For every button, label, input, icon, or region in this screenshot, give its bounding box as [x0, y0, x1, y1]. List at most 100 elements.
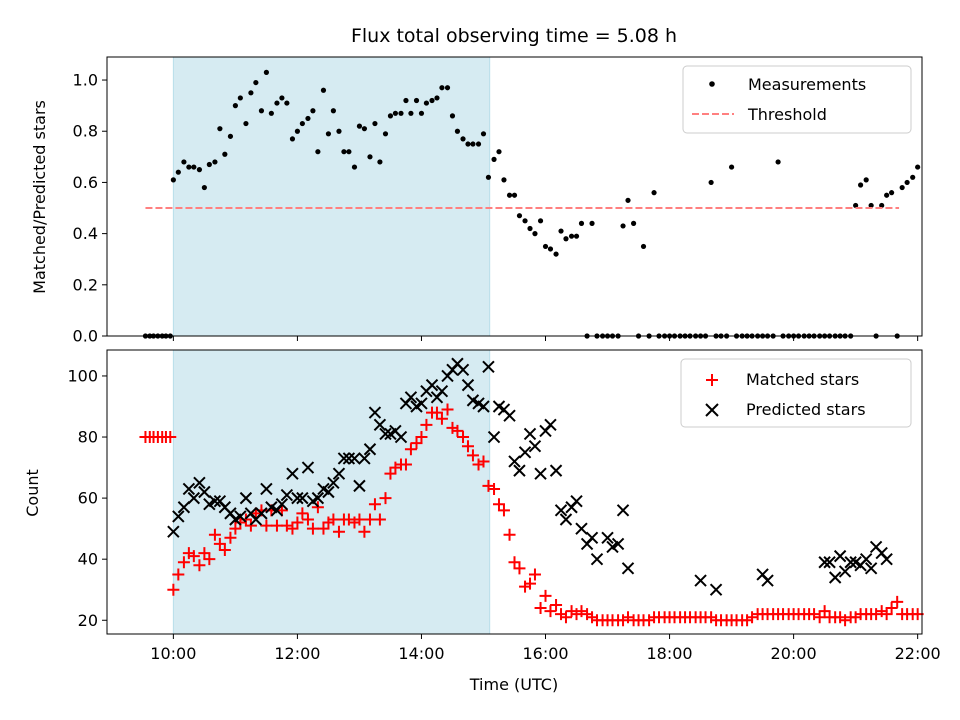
- x-tick-label: 12:00: [274, 644, 320, 663]
- matched-star-point: [229, 522, 242, 535]
- matched-star-point: [239, 513, 252, 526]
- measurement-point: [444, 85, 451, 91]
- matched-star-point: [311, 501, 324, 514]
- measurement-point: [325, 131, 332, 137]
- measurement-point: [625, 197, 631, 203]
- matched-star-point: [296, 507, 309, 520]
- y-tick-label: 0.2: [73, 275, 98, 294]
- measurement-point: [475, 141, 482, 147]
- top-y-ticks: 0.0 0.2 0.4 0.6 0.8 1.0: [73, 71, 107, 346]
- predicted-star-point: [327, 476, 340, 490]
- predicted-star-point: [301, 461, 315, 474]
- predicted-star-point: [601, 531, 614, 545]
- predicted-star-point: [280, 488, 294, 502]
- measurement-point: [212, 159, 218, 165]
- matched-star-point: [260, 519, 273, 532]
- matched-star-point: [379, 492, 392, 505]
- measurement-point: [227, 133, 234, 139]
- measurement-point: [201, 184, 207, 191]
- y-tick-label: 0.0: [73, 327, 98, 346]
- matched-star-point: [550, 598, 563, 611]
- bottom-y-axis-label: Count: [23, 469, 42, 517]
- top-axes-frame: [106, 56, 923, 337]
- measurement-point: [429, 97, 435, 104]
- predicted-star-point: [833, 549, 847, 563]
- legend-measurements-label: Measurements: [748, 75, 866, 94]
- measurement-point: [527, 225, 533, 232]
- measurement-point: [910, 174, 916, 180]
- predicted-star-point: [534, 467, 547, 480]
- x-tick-label: 14:00: [398, 644, 444, 663]
- predicted-star-point: [167, 525, 180, 538]
- top-shaded-span: [172, 56, 491, 337]
- predicted-star-point: [523, 427, 537, 441]
- matched-star-point: [488, 482, 501, 495]
- y-tick-label: 0.6: [73, 173, 98, 192]
- predicted-star-point: [187, 491, 201, 505]
- legend-predicted-marker: [705, 403, 719, 417]
- predicted-star-point: [828, 571, 842, 584]
- predicted-star-point: [208, 494, 222, 508]
- matched-star-point: [410, 437, 423, 450]
- predicted-star-point: [549, 464, 563, 477]
- matched-star-point: [508, 556, 521, 569]
- measurement-point: [392, 110, 399, 116]
- predicted-star-point: [575, 522, 588, 535]
- predicted-star-point: [255, 507, 268, 520]
- measurement-point: [439, 85, 445, 91]
- predicted-star-point: [296, 491, 309, 505]
- measurement-point: [522, 218, 528, 224]
- chart-title: Flux total observing time = 5.08 h: [351, 25, 677, 47]
- predicted-star-point: [544, 418, 557, 432]
- predicted-star-point: [864, 562, 878, 575]
- matched-star-point: [818, 605, 831, 618]
- measurement-point: [708, 179, 714, 186]
- measurement-point: [418, 110, 425, 116]
- legend-matched-label: Matched stars: [746, 370, 859, 389]
- measurement-point: [299, 120, 305, 127]
- predicted-star-point: [348, 452, 361, 465]
- matched-star-point: [213, 537, 226, 550]
- measurement-point: [222, 151, 228, 157]
- measurement-point: [853, 202, 859, 209]
- measurement-point: [863, 177, 869, 183]
- predicted-star-point: [358, 452, 371, 465]
- predicted-star-point: [616, 504, 630, 517]
- measurement-point: [320, 87, 327, 93]
- measurement-point: [253, 79, 259, 86]
- measurement-point: [279, 95, 285, 101]
- matched-star-point: [891, 595, 904, 608]
- matched-star-point: [539, 589, 552, 602]
- measurement-point: [480, 131, 487, 137]
- matched-star-point: [244, 519, 257, 532]
- bottom-panel: 20 40 60 80 100 10:00 12:00 14:00 16:00 18:00 20:…: [23, 349, 941, 694]
- measurement-point: [532, 231, 538, 237]
- measurement-point: [403, 97, 409, 104]
- predicted-star-point: [559, 513, 573, 526]
- matched-star-point: [332, 525, 345, 538]
- predicted-star-point: [291, 491, 304, 505]
- matched-star-point: [497, 504, 510, 517]
- predicted-star-point: [342, 452, 356, 465]
- measurement-point: [217, 126, 223, 132]
- matched-star-point: [306, 522, 319, 535]
- matched-star-point: [172, 568, 185, 581]
- measurement-point: [728, 164, 735, 170]
- measurement-point: [630, 220, 637, 226]
- measurement-point: [904, 179, 910, 186]
- measurement-point: [377, 159, 383, 165]
- measurement-point: [620, 223, 626, 229]
- bottom-x-ticks: 10:00 12:00 14:00 16:00 18:00 20:00 22:00: [150, 634, 941, 663]
- matched-star-point: [358, 525, 371, 538]
- predicted-star-point: [394, 430, 408, 444]
- x-tick-label: 16:00: [522, 644, 568, 663]
- matched-star-point: [193, 559, 206, 572]
- matched-star-point: [291, 516, 304, 529]
- predicted-star-point: [368, 406, 382, 419]
- measurement-point: [258, 108, 265, 114]
- predicted-star-point: [456, 363, 470, 377]
- predicted-star-point: [373, 418, 387, 432]
- predicted-star-point: [570, 494, 583, 508]
- matched-star-point: [457, 431, 470, 444]
- matched-star-point: [503, 528, 516, 541]
